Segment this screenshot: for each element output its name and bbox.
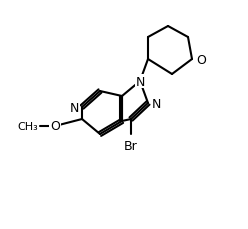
- Text: O: O: [196, 53, 206, 66]
- Text: Br: Br: [124, 140, 138, 153]
- Text: N: N: [135, 75, 145, 88]
- Text: O: O: [50, 120, 60, 133]
- Text: N: N: [152, 97, 161, 110]
- Text: N: N: [70, 101, 79, 114]
- Text: CH₃: CH₃: [18, 121, 38, 131]
